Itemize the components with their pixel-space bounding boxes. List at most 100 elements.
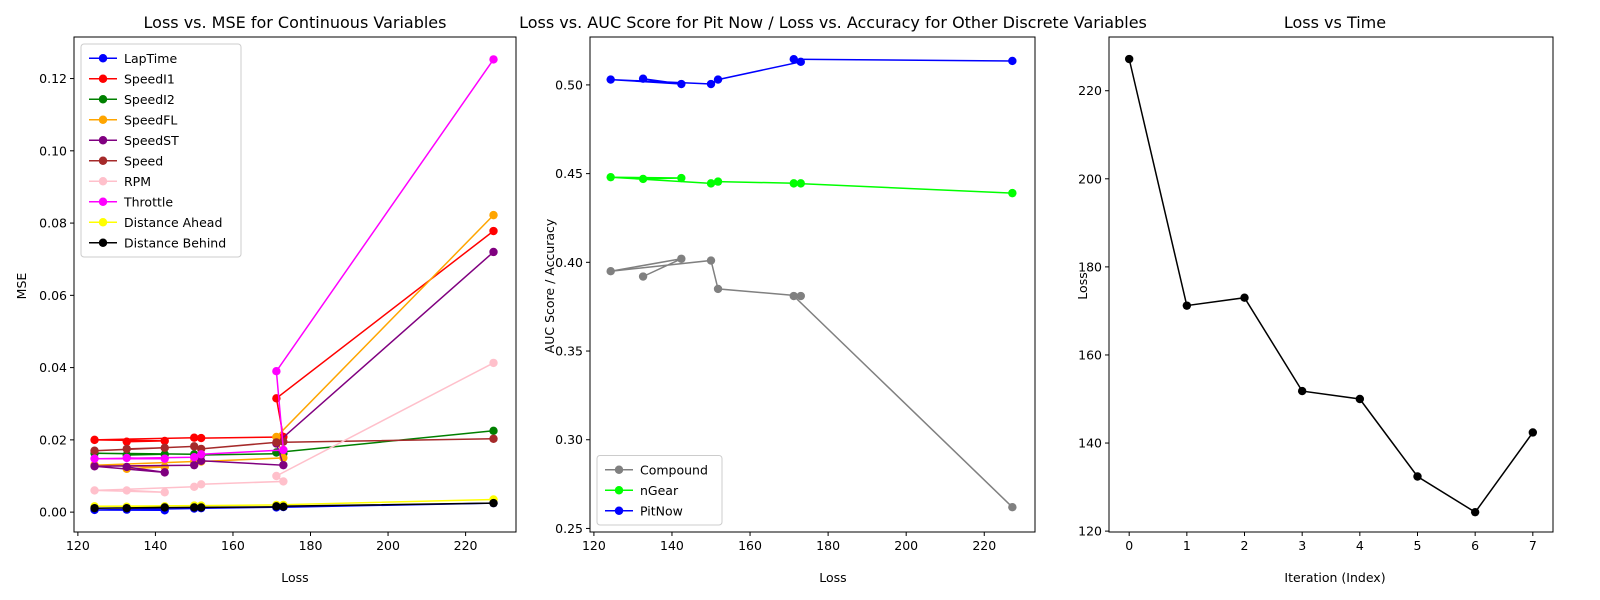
auc-chart-legend-compound-marker <box>614 465 624 474</box>
mse-chart-series-speedfl-point <box>489 210 498 220</box>
mse-chart-legend-laptime-marker <box>98 54 108 63</box>
mse-chart-series-distance-behind-point <box>189 503 199 512</box>
auc-chart-series-ngear-point <box>789 179 798 188</box>
mse-chart-series-distance-behind-point <box>196 503 206 512</box>
mse-chart-legend-distance-ahead-marker <box>98 218 108 227</box>
auc-chart-series-pitnow-point <box>713 75 723 84</box>
auc-chart-ytick-label: 0.30 <box>555 432 583 447</box>
mse-chart-series-distance-behind-point <box>90 503 99 513</box>
auc-chart-series-compound-point <box>713 284 723 294</box>
mse-chart-series-speedst-point <box>90 462 99 471</box>
mse-chart-series-throttle-point <box>90 454 99 463</box>
mse-chart-series-speedi1-point <box>122 437 131 446</box>
mse-chart-xtick-label: 120 <box>66 538 90 553</box>
mse-chart-xtick-label: 220 <box>454 538 478 553</box>
mse-chart-legend-rpm-marker <box>98 177 108 186</box>
mse-chart-ylabel: MSE <box>14 273 29 300</box>
loss-time-chart-ytick-label: 180 <box>1078 259 1102 274</box>
auc-chart-series-pitnow-point <box>789 54 798 64</box>
mse-chart-series-throttle-point <box>122 453 131 463</box>
auc-chart-series-ngear-point <box>606 172 615 182</box>
loss-time-chart-xtick-label: 5 <box>1414 538 1422 553</box>
mse-chart-xtick-label: 180 <box>299 538 323 553</box>
loss-time-chart-title: Loss vs Time <box>1284 13 1386 32</box>
mse-chart-series-rpm-point <box>272 471 281 481</box>
mse-chart-ytick-label: 0.10 <box>39 143 67 158</box>
mse-chart-legend-laptime-label: LapTime <box>124 51 177 66</box>
loss-time-chart-series-loss-point <box>1355 394 1365 404</box>
auc-chart-series-compound-point <box>706 256 716 265</box>
mse-chart-series-throttle-point <box>279 445 288 455</box>
mse-chart-legend-throttle-label: Throttle <box>123 194 173 209</box>
auc-chart-series-pitnow-point <box>706 79 716 89</box>
auc-chart-series-ngear-point <box>706 179 716 188</box>
auc-chart-ytick-label: 0.25 <box>555 521 583 536</box>
loss-time-chart-series-loss-line <box>1128 58 1534 514</box>
mse-chart-series-speedst-point <box>122 462 131 472</box>
mse-chart-series-speedi1-point <box>160 436 169 446</box>
loss-time-chart-xtick-label: 0 <box>1125 538 1133 553</box>
mse-chart-series-speedi1-point <box>196 433 206 443</box>
mse-chart-series-speedst-point <box>160 468 169 477</box>
auc-chart-legend-compound-label: Compound <box>640 462 708 477</box>
mse-chart-series-speedi1-point <box>189 433 199 442</box>
loss-time-chart-series-loss-point <box>1470 507 1480 517</box>
mse-chart-legend-speedi2-label: SpeedI2 <box>124 92 175 107</box>
mse-chart-ytick-label: 0.08 <box>39 216 67 231</box>
mse-chart-series-speed-point <box>189 442 199 451</box>
mse-chart-legend-box <box>80 43 242 258</box>
mse-chart-series-throttle-point <box>189 453 199 462</box>
auc-chart-series-ngear-point <box>1008 188 1017 198</box>
auc-chart-series-compound-point <box>677 254 686 263</box>
loss-time-chart-series-loss-point <box>1124 54 1134 64</box>
mse-chart-series-distance-behind-point <box>489 498 498 508</box>
mse-chart-series-speed-point <box>122 444 131 454</box>
auc-chart-series-ngear-point <box>677 173 686 183</box>
mse-chart-xlabel: Loss <box>281 570 308 585</box>
mse-chart-series-speedst-point <box>189 460 199 470</box>
mse-chart-ytick-label: 0.00 <box>39 505 67 520</box>
mse-chart-series-speedi2-point <box>489 426 498 436</box>
mse-chart-xtick-label: 200 <box>376 538 400 553</box>
auc-chart-ytick-label: 0.35 <box>555 344 583 359</box>
mse-chart-series-speedst-point <box>279 460 288 470</box>
auc-chart-xtick-label: 120 <box>582 538 606 553</box>
mse-chart-xtick-label: 140 <box>143 538 167 553</box>
auc-chart-ytick-label: 0.50 <box>555 77 583 92</box>
mse-chart-series-speed-point <box>489 434 498 443</box>
mse-chart-series-throttle-point <box>272 367 281 376</box>
mse-chart-ytick-label: 0.04 <box>39 360 67 375</box>
mse-chart-legend-speedi2-marker <box>98 95 108 104</box>
loss-time-chart-series-loss-point <box>1413 472 1422 481</box>
mse-chart-legend-rpm-label: RPM <box>124 174 151 189</box>
mse-chart-legend-distance-behind-label: Distance Behind <box>124 235 226 250</box>
loss-time-chart-series-loss-point <box>1528 428 1538 437</box>
mse-chart-series-speedi1-point <box>489 226 498 236</box>
auc-chart-xtick-label: 180 <box>816 538 840 553</box>
loss-time-chart-ylabel: Loss <box>1075 272 1090 299</box>
mse-chart-legend-distance-ahead-label: Distance Ahead <box>124 215 222 230</box>
mse-chart-series-rpm-point <box>489 358 498 368</box>
auc-chart-xtick-label: 160 <box>738 538 762 553</box>
mse-chart-legend-distance-behind-marker <box>98 238 108 247</box>
mse-chart-series-speedst-point <box>489 247 498 257</box>
auc-chart-series-ngear-point <box>638 174 648 184</box>
auc-chart-series-compound-point <box>606 266 615 276</box>
auc-chart-title: Loss vs. AUC Score for Pit Now / Loss vs… <box>519 13 1147 32</box>
mse-chart-xtick-label: 160 <box>221 538 245 553</box>
mse-chart-series-throttle-point <box>160 454 169 463</box>
loss-time-chart-ytick-label: 200 <box>1078 171 1102 186</box>
mse-chart-axes-frame <box>73 36 517 533</box>
mse-chart-series-distance-behind-point <box>122 503 131 513</box>
auc-chart-axes-frame <box>589 36 1036 533</box>
loss-time-chart-xtick-label: 3 <box>1298 538 1306 553</box>
mse-chart-series-speed-point <box>90 446 99 455</box>
loss-time-chart-xtick-label: 7 <box>1529 538 1537 553</box>
auc-chart-series-pitnow-point <box>796 57 805 67</box>
mse-chart-legend-speedi1-label: SpeedI1 <box>124 71 175 86</box>
mse-chart-ytick-label: 0.06 <box>39 288 67 303</box>
auc-chart-series-compound-point <box>1008 502 1017 512</box>
auc-chart-series-pitnow-point <box>1008 56 1017 66</box>
mse-chart-legend-speed-marker <box>98 156 108 165</box>
